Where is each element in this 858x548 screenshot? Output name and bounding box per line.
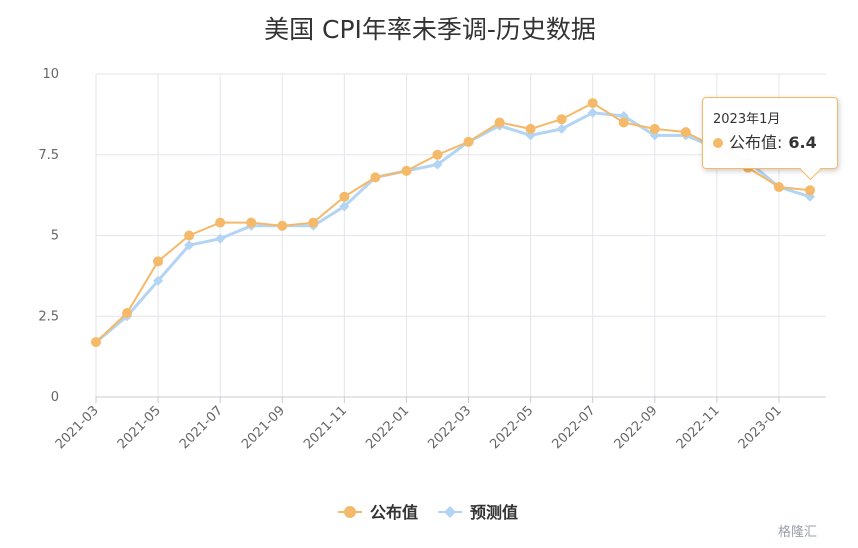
x-tick-label: 2021-05 (115, 403, 164, 452)
data-point[interactable] (277, 220, 288, 231)
x-tick-label: 2021-11 (301, 403, 350, 452)
legend-item-forecast[interactable]: 预测值 (438, 503, 518, 522)
tooltip-value: 6.4 (788, 133, 817, 152)
data-point[interactable] (339, 201, 350, 212)
data-point[interactable] (246, 217, 257, 228)
series-line (95, 101, 811, 343)
legend-label: 公布值 (370, 503, 418, 522)
x-tick-label: 2022-07 (550, 403, 599, 452)
series-group (91, 98, 815, 348)
data-point[interactable] (122, 308, 133, 319)
data-point[interactable] (773, 182, 784, 193)
data-point[interactable] (494, 117, 505, 128)
data-point[interactable] (587, 98, 598, 109)
data-point[interactable] (401, 165, 412, 176)
tooltip-row: 公布值: 6.4 (713, 132, 837, 154)
data-point[interactable] (153, 275, 164, 286)
data-point[interactable] (432, 149, 443, 160)
data-point[interactable] (805, 185, 815, 196)
x-tick-label: 2022-03 (425, 403, 474, 452)
series-line (95, 111, 811, 344)
tooltip-label: 公布值: (729, 133, 783, 152)
data-point[interactable] (215, 233, 226, 244)
legend-label: 预测值 (470, 503, 518, 522)
legend[interactable]: 公布值 预测值 (338, 503, 518, 522)
y-tick-label: 7.5 (38, 148, 59, 163)
chart-title: 美国 CPI年率未季调-历史数据 (264, 15, 596, 44)
data-point[interactable] (339, 191, 350, 202)
tooltip-series-dot (713, 138, 723, 148)
tooltip-header: 2023年1月 (713, 112, 781, 127)
watermark-logo: 格隆汇 (778, 525, 818, 540)
data-point[interactable] (525, 123, 536, 134)
data-point[interactable] (649, 123, 660, 134)
data-point[interactable] (556, 123, 567, 134)
data-point[interactable] (91, 337, 101, 348)
x-tick-label: 2022-05 (487, 403, 536, 452)
x-tick-label: 2021-07 (177, 403, 226, 452)
y-tick-label: 5 (51, 229, 59, 244)
legend-marker (444, 506, 456, 518)
y-axis: 0 2.5 5 7.5 10 (38, 67, 59, 405)
y-tick-label: 10 (42, 67, 59, 82)
data-point[interactable] (215, 217, 226, 228)
data-point[interactable] (308, 217, 319, 228)
data-point[interactable] (587, 107, 598, 118)
data-point[interactable] (556, 114, 567, 125)
legend-marker (344, 506, 356, 518)
x-tick-label: 2023-01 (736, 403, 785, 452)
data-point[interactable] (463, 136, 474, 147)
grid (95, 73, 826, 398)
x-tick-label: 2021-03 (53, 403, 102, 452)
tooltip: 2023年1月 公布值: 6.4 (702, 97, 838, 169)
series-published (91, 98, 815, 348)
x-tick-label: 2022-01 (363, 403, 412, 452)
legend-item-published[interactable]: 公布值 (338, 503, 418, 522)
data-point[interactable] (432, 159, 443, 170)
y-tick-label: 2.5 (38, 309, 59, 324)
data-point[interactable] (370, 172, 381, 183)
y-tick-label: 0 (51, 390, 59, 405)
data-point[interactable] (618, 117, 629, 128)
x-axis: 2021-03 2021-05 2021-07 2021-09 2021-11 2022-… (53, 396, 826, 452)
data-point[interactable] (153, 256, 164, 267)
x-tick-label: 2021-09 (239, 403, 288, 452)
x-tick-label: 2022-09 (612, 403, 661, 452)
data-point[interactable] (680, 127, 691, 138)
data-point[interactable] (184, 230, 195, 241)
x-tick-label: 2022-11 (674, 403, 723, 452)
data-point[interactable] (184, 240, 195, 251)
